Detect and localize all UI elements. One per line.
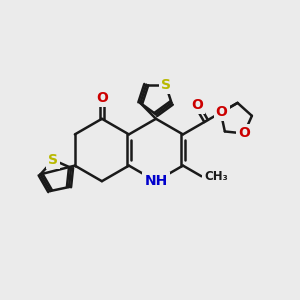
Text: NH: NH <box>144 174 168 188</box>
Text: O: O <box>191 98 203 112</box>
Text: O: O <box>96 91 108 105</box>
Text: O: O <box>238 127 250 140</box>
Text: CH₃: CH₃ <box>204 170 228 183</box>
Text: S: S <box>160 78 171 92</box>
Text: O: O <box>216 105 227 119</box>
Text: S: S <box>48 153 59 167</box>
